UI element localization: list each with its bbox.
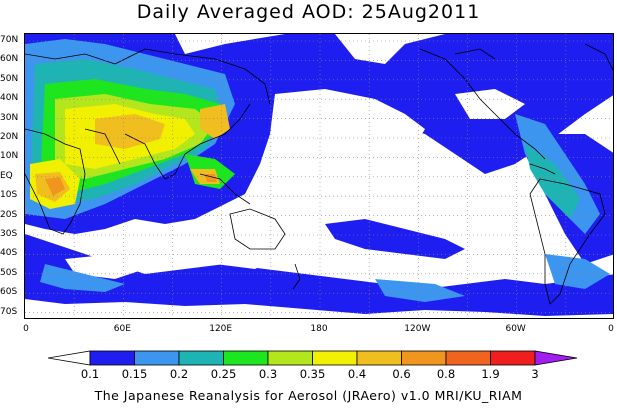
colorbar-label: 0.8 — [436, 367, 456, 381]
colorbar-segment — [445, 350, 491, 366]
colorbar-label: 0.35 — [299, 367, 326, 381]
colorbar-over-triangle — [534, 350, 578, 366]
colorbar-label: 1.9 — [481, 367, 500, 381]
longitude-label: 0 — [608, 324, 614, 334]
latitude-label: 10S — [0, 190, 18, 201]
latitude-label: EQ — [0, 170, 13, 181]
colorbar-segment — [401, 350, 447, 366]
latitude-label: 50N — [0, 73, 19, 84]
aod-map — [24, 33, 614, 319]
colorbar — [48, 350, 578, 366]
colorbar-segment — [490, 350, 536, 366]
longitude-label: 0 — [23, 324, 29, 334]
colorbar-label: 0.15 — [121, 367, 148, 381]
colorbar-segment — [178, 350, 224, 366]
latitude-label: 70S — [0, 306, 18, 317]
latitude-label: 40N — [0, 93, 19, 104]
colorbar-label: 3 — [531, 367, 539, 381]
colorbar-label: 0.1 — [80, 367, 100, 381]
latitude-label: 20S — [0, 209, 18, 220]
colorbar-segment — [312, 350, 358, 366]
longitude-label: 120E — [209, 324, 233, 334]
latitude-label: 40S — [0, 248, 18, 259]
colorbar-under-triangle — [48, 350, 91, 366]
colorbar-segment — [223, 350, 269, 366]
latitude-label: 60N — [0, 54, 19, 65]
longitude-label: 60W — [505, 324, 526, 334]
colorbar-segment — [89, 350, 135, 366]
colorbar-label: 0.25 — [210, 367, 237, 381]
latitude-label: 30S — [0, 229, 18, 239]
latitude-label: 50S — [0, 267, 18, 278]
colorbar-label: 0.2 — [169, 367, 189, 381]
coastlines — [25, 43, 613, 305]
colorbar-label: 0.6 — [392, 367, 411, 381]
colorbar-segment — [267, 350, 313, 366]
latitude-label: 60S — [0, 287, 18, 298]
footer-credit: The Japanese Reanalysis for Aerosol (JRA… — [94, 388, 523, 403]
longitude-label: 60E — [113, 324, 131, 334]
colorbar-label: 0.4 — [347, 367, 367, 381]
colorbar-label: 0.3 — [258, 367, 278, 381]
longitude-label: 120W — [404, 324, 431, 334]
latitude-label: 70N — [0, 35, 19, 45]
latitude-label: 10N — [0, 151, 19, 162]
aod-field-clear — [65, 89, 525, 279]
colorbar-segment — [356, 350, 402, 366]
latitude-label: 20N — [0, 132, 19, 142]
colorbar-segment — [134, 350, 180, 366]
latitude-label: 30N — [0, 112, 19, 123]
longitude-label: 180 — [310, 324, 328, 334]
map-title: Daily Averaged AOD: 25Aug2011 — [136, 1, 481, 23]
